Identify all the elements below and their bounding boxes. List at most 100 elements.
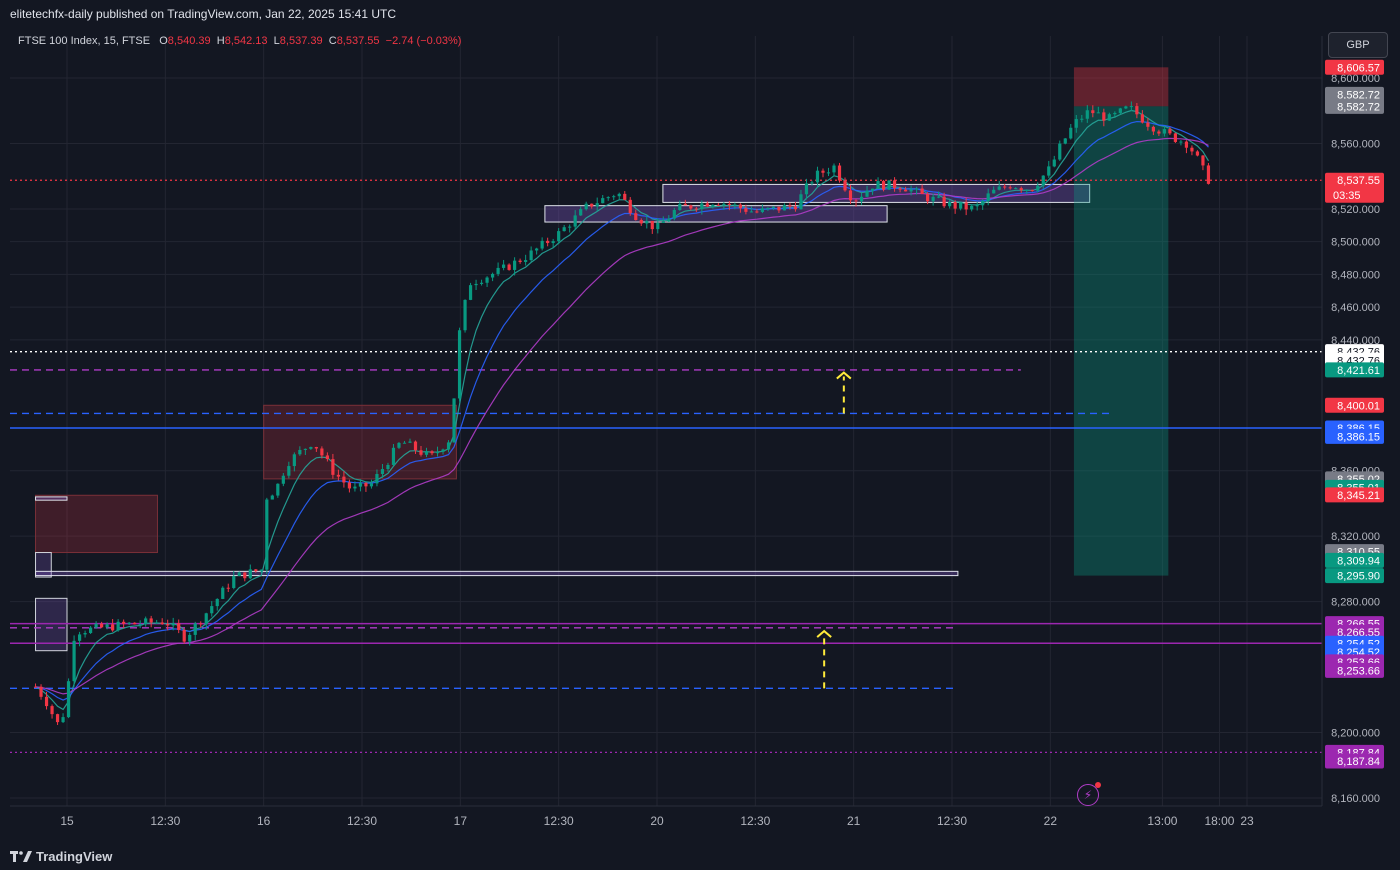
candle-body-133 <box>766 207 770 209</box>
candle-body-106 <box>617 193 621 197</box>
price-label-23: 8,187.84 <box>1337 756 1380 768</box>
price-label-bg-1 <box>1325 86 1384 102</box>
change-value: −2.74 (−0.03%) <box>385 35 462 47</box>
price-tick-1: 8,200.000 <box>1331 728 1380 740</box>
time-tick-7: 12:30 <box>740 814 770 828</box>
price-tick-3: 8,320.000 <box>1331 531 1380 543</box>
candle-body-77 <box>457 330 462 399</box>
candle-body-160 <box>915 188 919 190</box>
candle-body-184 <box>1047 166 1051 176</box>
price-label-3: 8,537.55 <box>1337 175 1380 187</box>
candle-body-201 <box>1140 114 1144 123</box>
time-tick-1: 12:30 <box>150 814 180 828</box>
candle-body-3 <box>50 706 54 715</box>
candle-body-123 <box>711 204 715 207</box>
candle-body-45 <box>281 475 285 484</box>
candle-body-153 <box>876 181 880 189</box>
candle-body-39 <box>248 569 252 579</box>
candle-body-13 <box>105 624 109 628</box>
candle-body-200 <box>1135 106 1139 115</box>
candle-body-143 <box>821 170 825 173</box>
candle-body-126 <box>727 203 731 206</box>
candle-body-101 <box>590 203 594 207</box>
candle-body-112 <box>650 220 654 230</box>
candle-body-202 <box>1146 122 1150 127</box>
candle-body-79 <box>468 285 473 300</box>
candle-body-150 <box>859 196 864 202</box>
symbol-name[interactable]: FTSE 100 Index, 15, FTSE <box>18 35 151 47</box>
candle-body-53 <box>325 455 329 460</box>
candle-body-15 <box>116 621 120 631</box>
candle-body-37 <box>237 572 241 576</box>
candle-body-57 <box>347 482 352 489</box>
arrow-head-1 <box>816 629 832 638</box>
candle-body-142 <box>815 170 820 183</box>
candle-body-103 <box>601 198 605 204</box>
candle-body-113 <box>656 222 660 230</box>
candle-body-165 <box>942 196 946 207</box>
candle-body-124 <box>716 204 720 206</box>
currency-button[interactable]: GBP <box>1328 32 1388 58</box>
candle-body-185 <box>1052 159 1056 167</box>
time-axis[interactable]: 15 12:30 16 12:30 17 12:30 20 12:30 21 12:30 22 13:… <box>10 805 1322 828</box>
tradingview-icon <box>10 850 32 862</box>
candle-body-94 <box>551 241 555 244</box>
lightning-icon[interactable]: ⚡ <box>1077 782 1101 806</box>
candle-body-121 <box>700 203 704 210</box>
candle-body-17 <box>127 622 131 624</box>
ema-fast-line <box>35 109 1210 711</box>
candle-body-38 <box>243 572 247 579</box>
price-tick-8: 8,500.000 <box>1331 237 1380 249</box>
price-label-bg-23 <box>1325 753 1384 769</box>
candle-body-82 <box>485 277 489 283</box>
candle-body-59 <box>358 482 363 487</box>
candle-body-54 <box>331 459 335 475</box>
time-tick-11: 13:00 <box>1147 814 1177 828</box>
price-label-7: 8,400.01 <box>1337 400 1380 412</box>
candle-body-75 <box>446 442 451 450</box>
price-chart[interactable]: 8,160.0008,200.0008,280.0008,320.0008,36… <box>0 28 1400 843</box>
candle-body-189 <box>1074 119 1078 128</box>
candle-body-170 <box>970 205 974 210</box>
candle-body-31 <box>204 613 208 625</box>
short-position-tool[interactable] <box>1073 67 1169 576</box>
candle-body-169 <box>964 202 968 210</box>
candle-body-111 <box>645 220 649 224</box>
price-label-bg-12 <box>1325 487 1384 503</box>
candle-body-27 <box>182 629 186 642</box>
candle-body-100 <box>584 203 588 210</box>
candle-body-140 <box>804 183 809 195</box>
candle-body-98 <box>573 215 577 227</box>
candle-body-9 <box>83 633 87 635</box>
candle-body-115 <box>667 218 671 222</box>
candle-body-208 <box>1179 141 1183 143</box>
candle-body-176 <box>1003 186 1007 188</box>
price-label-bg-0 <box>1325 59 1384 75</box>
candle-body-209 <box>1184 141 1189 148</box>
candle-body-30 <box>199 623 203 625</box>
candle-body-135 <box>777 206 781 211</box>
candle-body-166 <box>948 201 952 207</box>
time-tick-8: 21 <box>847 814 861 828</box>
time-tick-12: 18:00 <box>1204 814 1234 828</box>
candle-body-207 <box>1173 133 1178 142</box>
candle-body-194 <box>1102 112 1106 121</box>
zones <box>35 183 1091 652</box>
close-label: C <box>328 35 337 47</box>
brand-name: TradingView <box>36 849 113 864</box>
candle-body-5 <box>61 717 65 723</box>
price-label-6: 8,421.61 <box>1337 365 1380 377</box>
candle-body-213 <box>1206 165 1211 184</box>
candle-body-28 <box>188 634 192 642</box>
close-value: 8,537.55 <box>336 35 380 47</box>
time-tick-10: 22 <box>1044 814 1058 828</box>
price-label-2: 8,582.72 <box>1337 101 1380 113</box>
candle-body-41 <box>259 569 263 572</box>
candle-body-61 <box>369 483 374 487</box>
zone-supply-1 <box>263 404 457 480</box>
moving-averages <box>35 109 1210 711</box>
candle-body-89 <box>524 260 528 262</box>
candle-body-32 <box>210 606 214 614</box>
high-value: 8,542.13 <box>224 35 268 47</box>
tradingview-logo[interactable]: TradingView <box>10 849 112 864</box>
